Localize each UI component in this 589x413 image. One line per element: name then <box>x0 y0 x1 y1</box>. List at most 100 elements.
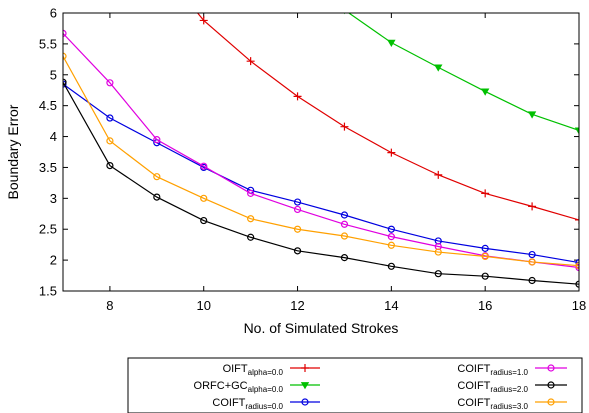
legend-label: COIFTradius=2.0 <box>457 380 528 394</box>
legend-label: ORFC+GCalpha=0.0 <box>194 380 284 394</box>
legend: OIFTalpha=0.0 ORFC+GCalpha=0.0 COIFTradius… <box>194 363 567 411</box>
data-point <box>434 64 443 72</box>
data-point <box>247 233 255 241</box>
data-point <box>434 270 442 278</box>
data-point <box>387 233 395 241</box>
data-point <box>528 258 536 266</box>
legend-marker <box>300 382 310 390</box>
data-point <box>481 252 489 261</box>
data-point <box>106 114 114 122</box>
data-point <box>387 241 395 249</box>
data-point <box>528 250 536 259</box>
data-point <box>574 127 579 135</box>
data-point <box>106 137 114 145</box>
data-point <box>340 232 349 240</box>
data-point <box>434 248 442 256</box>
data-point <box>480 88 490 96</box>
data-point <box>575 258 579 267</box>
series-6 <box>63 52 579 270</box>
y-tick-label: 3.5 <box>39 160 57 175</box>
x-axis-ticks: 8 10 12 14 16 18 <box>106 13 586 313</box>
data-point <box>63 29 67 37</box>
data-point <box>387 262 395 270</box>
plot-frame <box>62 12 580 292</box>
data-point <box>106 161 114 170</box>
data-point <box>387 148 396 157</box>
y-axis-ticks: 1.5 2 2.5 3 3.5 4 4.5 5 5.5 6 <box>39 6 579 299</box>
x-tick-label: 18 <box>572 298 586 313</box>
data-point <box>481 189 490 198</box>
y-tick-label: 1.5 <box>39 284 57 299</box>
x-tick-label: 8 <box>106 298 113 313</box>
series-3 <box>63 80 579 267</box>
series-2 <box>343 13 579 135</box>
legend-label: COIFTradius=1.0 <box>457 363 528 377</box>
data-point <box>63 52 67 60</box>
y-tick-label: 2.5 <box>39 222 57 237</box>
series-line <box>63 81 579 285</box>
data-point <box>247 215 255 223</box>
data-point <box>200 216 208 225</box>
data-point <box>340 220 349 228</box>
data-point <box>247 189 255 197</box>
y-tick-label: 5 <box>50 67 57 82</box>
data-point <box>153 136 161 144</box>
data-point <box>481 244 489 252</box>
data-point <box>246 57 255 66</box>
data-point <box>199 16 208 25</box>
y-axis-title: Boundary Error <box>5 104 21 199</box>
data-point <box>63 78 67 86</box>
legend-marker <box>301 398 309 406</box>
data-point <box>481 272 489 280</box>
data-point <box>434 170 443 179</box>
data-point <box>527 111 537 119</box>
data-point <box>293 92 302 101</box>
legend-item: ORFC+GCalpha=0.0 <box>194 380 320 394</box>
y-tick-label: 3 <box>50 191 57 206</box>
legend-item: COIFTradius=1.0 <box>457 363 567 377</box>
legend-label: COIFTradius=0.0 <box>212 397 283 411</box>
data-point <box>528 202 537 211</box>
series-line <box>63 55 579 267</box>
data-point <box>387 225 395 233</box>
y-tick-label: 4 <box>50 129 57 144</box>
data-point <box>293 225 302 233</box>
data-point <box>293 205 302 214</box>
y-tick-label: 4.5 <box>39 98 57 113</box>
data-point <box>387 39 396 47</box>
y-tick-label: 6 <box>50 6 57 21</box>
legend-item: COIFTradius=3.0 <box>457 397 567 411</box>
data-point <box>340 254 349 262</box>
series-line <box>63 83 579 264</box>
data-point <box>575 262 579 270</box>
y-tick-label: 5.5 <box>39 36 57 51</box>
x-tick-label: 16 <box>478 298 492 313</box>
plot-series <box>63 13 579 288</box>
data-point <box>153 193 161 201</box>
legend-label: COIFTradius=3.0 <box>457 397 528 411</box>
data-point <box>575 280 579 288</box>
data-point <box>340 211 349 219</box>
legend-marker <box>301 364 309 372</box>
y-tick-label: 2 <box>50 253 57 268</box>
series-1 <box>196 13 579 224</box>
x-tick-label: 12 <box>290 298 304 313</box>
data-point <box>293 247 302 255</box>
data-point <box>153 173 161 181</box>
legend-box <box>127 357 583 413</box>
data-point <box>106 79 114 87</box>
series-5 <box>63 78 579 288</box>
data-point <box>293 198 302 206</box>
legend-marker <box>547 381 555 389</box>
data-point <box>528 276 536 285</box>
data-point <box>575 215 579 224</box>
data-point <box>200 194 208 202</box>
legend-label: OIFTalpha=0.0 <box>223 363 284 377</box>
data-point <box>340 122 349 131</box>
legend-marker <box>547 398 555 406</box>
series-4 <box>63 29 579 272</box>
legend-item: OIFTalpha=0.0 <box>223 363 320 377</box>
legend-item: COIFTradius=2.0 <box>457 380 567 394</box>
x-axis-title: No. of Simulated Strokes <box>244 320 399 336</box>
